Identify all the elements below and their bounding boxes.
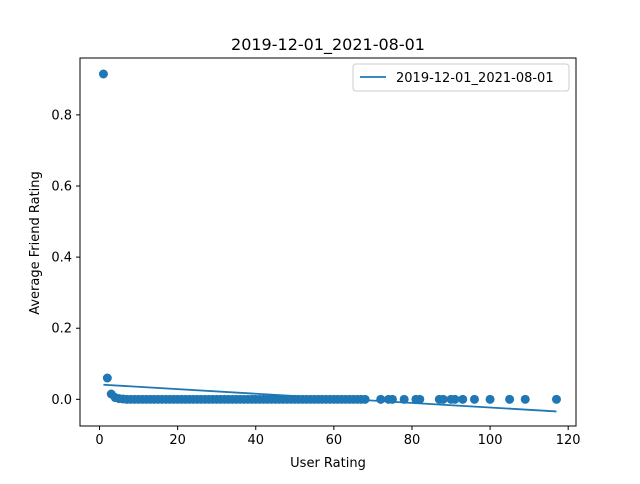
x-tick-label: 80 [404, 433, 421, 448]
axes-frame [79, 57, 577, 427]
x-tick-label: 100 [478, 433, 503, 448]
x-axis-label: User Rating [290, 456, 366, 471]
x-tick-label: 0 [95, 433, 103, 448]
scatter-point [450, 394, 460, 404]
scatter-point [469, 394, 479, 404]
scatter-point [520, 394, 530, 404]
scatter-point [551, 394, 561, 404]
legend-label: 2019-12-01_2021-08-01 [396, 71, 554, 86]
plot-marks [98, 69, 561, 413]
scatter-point [415, 394, 425, 404]
chart-title: 2019-12-01_2021-08-01 [231, 35, 425, 55]
x-tick-label: 40 [247, 433, 264, 448]
legend-box [352, 63, 570, 92]
y-axis-label: Average Friend Rating [28, 171, 43, 315]
scatter-point [399, 394, 409, 404]
scatter-point [458, 394, 468, 404]
legend: 2019-12-01_2021-08-01 [352, 63, 570, 92]
y-tick-label: 0.0 [51, 393, 72, 408]
scatter-point [360, 394, 370, 404]
y-tick-label: 0.2 [51, 322, 72, 337]
scatter-point [387, 394, 397, 404]
y-tick-label: 0.8 [51, 108, 72, 123]
y-tick-label: 0.4 [51, 251, 72, 266]
scatter-point [98, 69, 108, 79]
scatter-point [438, 394, 448, 404]
y-tick-label: 0.6 [51, 180, 72, 195]
x-ticks: 0 20 40 60 80 100 120 [95, 426, 581, 448]
scatter-point [376, 394, 386, 404]
scatter-point [485, 394, 495, 404]
scatter-point [505, 394, 515, 404]
x-tick-label: 120 [556, 433, 581, 448]
y-ticks: 0.0 0.2 0.4 0.6 0.8 [51, 108, 80, 408]
x-tick-label: 20 [169, 433, 186, 448]
x-tick-label: 60 [326, 433, 343, 448]
scatter-point [102, 373, 112, 383]
